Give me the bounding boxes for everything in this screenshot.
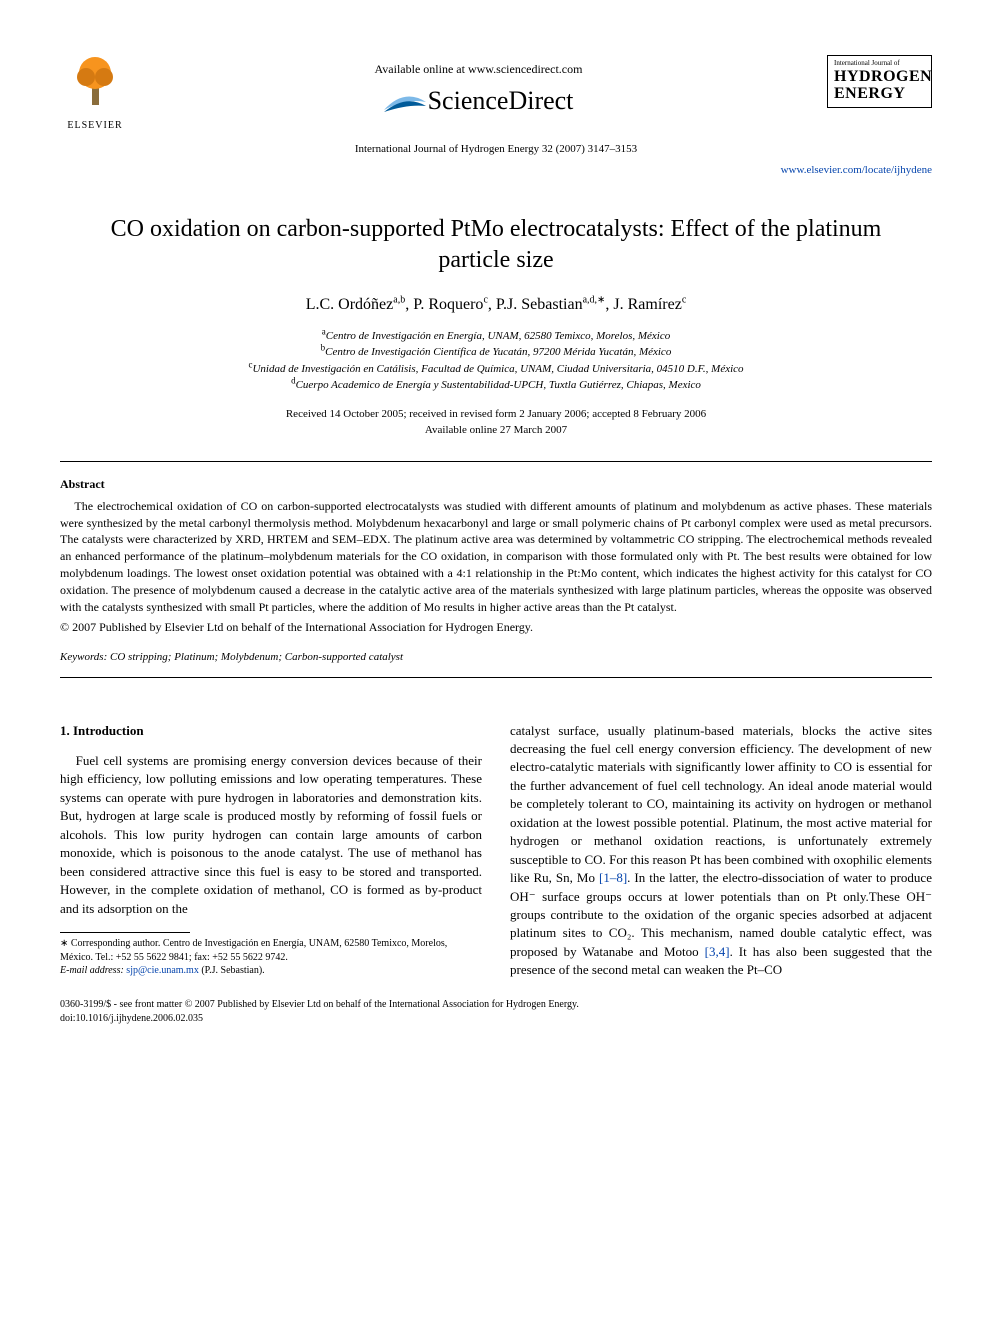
journal-cover-badge: International Journal of HYDROGEN ENERGY [827, 55, 932, 108]
abstract-heading: Abstract [60, 476, 932, 492]
keywords-label: Keywords: [60, 651, 107, 663]
column-left: 1. Introduction Fuel cell systems are pr… [60, 722, 482, 980]
affiliation-d: dCuerpo Academico de Energía y Sustentab… [60, 377, 932, 394]
footnote-email-line: E-mail address: sjp@cie.unam.mx (P.J. Se… [60, 964, 482, 978]
rule-top [60, 461, 932, 462]
citation-3-4[interactable]: [3,4] [705, 944, 730, 959]
footnote-rule [60, 932, 190, 933]
footnote-corr: ∗ Corresponding author. Centro de Invest… [60, 937, 482, 964]
journal-reference: International Journal of Hydrogen Energy… [60, 142, 932, 157]
corresponding-author-footnote: ∗ Corresponding author. Centro de Invest… [60, 937, 482, 978]
article-dates: Received 14 October 2005; received in re… [60, 406, 932, 439]
sciencedirect-wordmark: ScienceDirect [428, 86, 574, 115]
citation-1-8[interactable]: [1–8] [599, 870, 627, 885]
body-columns: 1. Introduction Fuel cell systems are pr… [60, 722, 932, 980]
affiliation-b: bCentro de Investigación Científica de Y… [60, 344, 932, 361]
footer-front-matter: 0360-3199/$ - see front matter © 2007 Pu… [60, 998, 932, 1012]
available-online-text: Available online at www.sciencedirect.co… [130, 61, 827, 77]
journal-badge-top: International Journal of [834, 60, 925, 68]
journal-badge-line2: ENERGY [834, 85, 925, 103]
authors-line: L.C. Ordóñeza,b, P. Roqueroc, P.J. Sebas… [60, 294, 932, 316]
journal-badge-line1: HYDROGEN [834, 68, 925, 86]
rule-bottom [60, 677, 932, 678]
keywords-line: Keywords: CO stripping; Platinum; Molybd… [60, 650, 932, 665]
footnote-email-who: (P.J. Sebastian). [199, 965, 265, 976]
elsevier-wordmark: ELSEVIER [60, 119, 130, 133]
footnote-email-link[interactable]: sjp@cie.unam.mx [126, 965, 199, 976]
intro-paragraph-left: Fuel cell systems are promising energy c… [60, 752, 482, 918]
available-online-line: Available online 27 March 2007 [60, 422, 932, 439]
column-right: catalyst surface, usually platinum-based… [510, 722, 932, 980]
affiliation-c: cUnidad de Investigación en Catálisis, F… [60, 361, 932, 378]
affiliations: aCentro de Investigación en Energía, UNA… [60, 328, 932, 394]
abstract-section: Abstract The electrochemical oxidation o… [60, 476, 932, 636]
received-accepted-line: Received 14 October 2005; received in re… [60, 406, 932, 423]
affiliation-a: aCentro de Investigación en Energía, UNA… [60, 328, 932, 345]
section-1-heading: 1. Introduction [60, 722, 482, 740]
keywords-text: CO stripping; Platinum; Molybdenum; Carb… [110, 651, 403, 663]
page-footer: 0360-3199/$ - see front matter © 2007 Pu… [60, 998, 932, 1026]
abstract-copyright: © 2007 Published by Elsevier Ltd on beha… [60, 619, 932, 635]
elsevier-tree-icon [68, 55, 123, 110]
article-title: CO oxidation on carbon-supported PtMo el… [90, 214, 902, 276]
abstract-text: The electrochemical oxidation of CO on c… [60, 498, 932, 616]
elsevier-logo: ELSEVIER [60, 55, 130, 132]
journal-url-link[interactable]: www.elsevier.com/locate/ijhydene [60, 163, 932, 178]
header-center: Available online at www.sciencedirect.co… [130, 55, 827, 118]
publisher-header: ELSEVIER Available online at www.science… [60, 55, 932, 132]
sciencedirect-logo: ScienceDirect [130, 83, 827, 118]
sciencedirect-swoosh-icon [384, 94, 426, 112]
intro-paragraph-right: catalyst surface, usually platinum-based… [510, 722, 932, 980]
footnote-email-label: E-mail address: [60, 965, 124, 976]
footer-doi: doi:10.1016/j.ijhydene.2006.02.035 [60, 1012, 932, 1026]
